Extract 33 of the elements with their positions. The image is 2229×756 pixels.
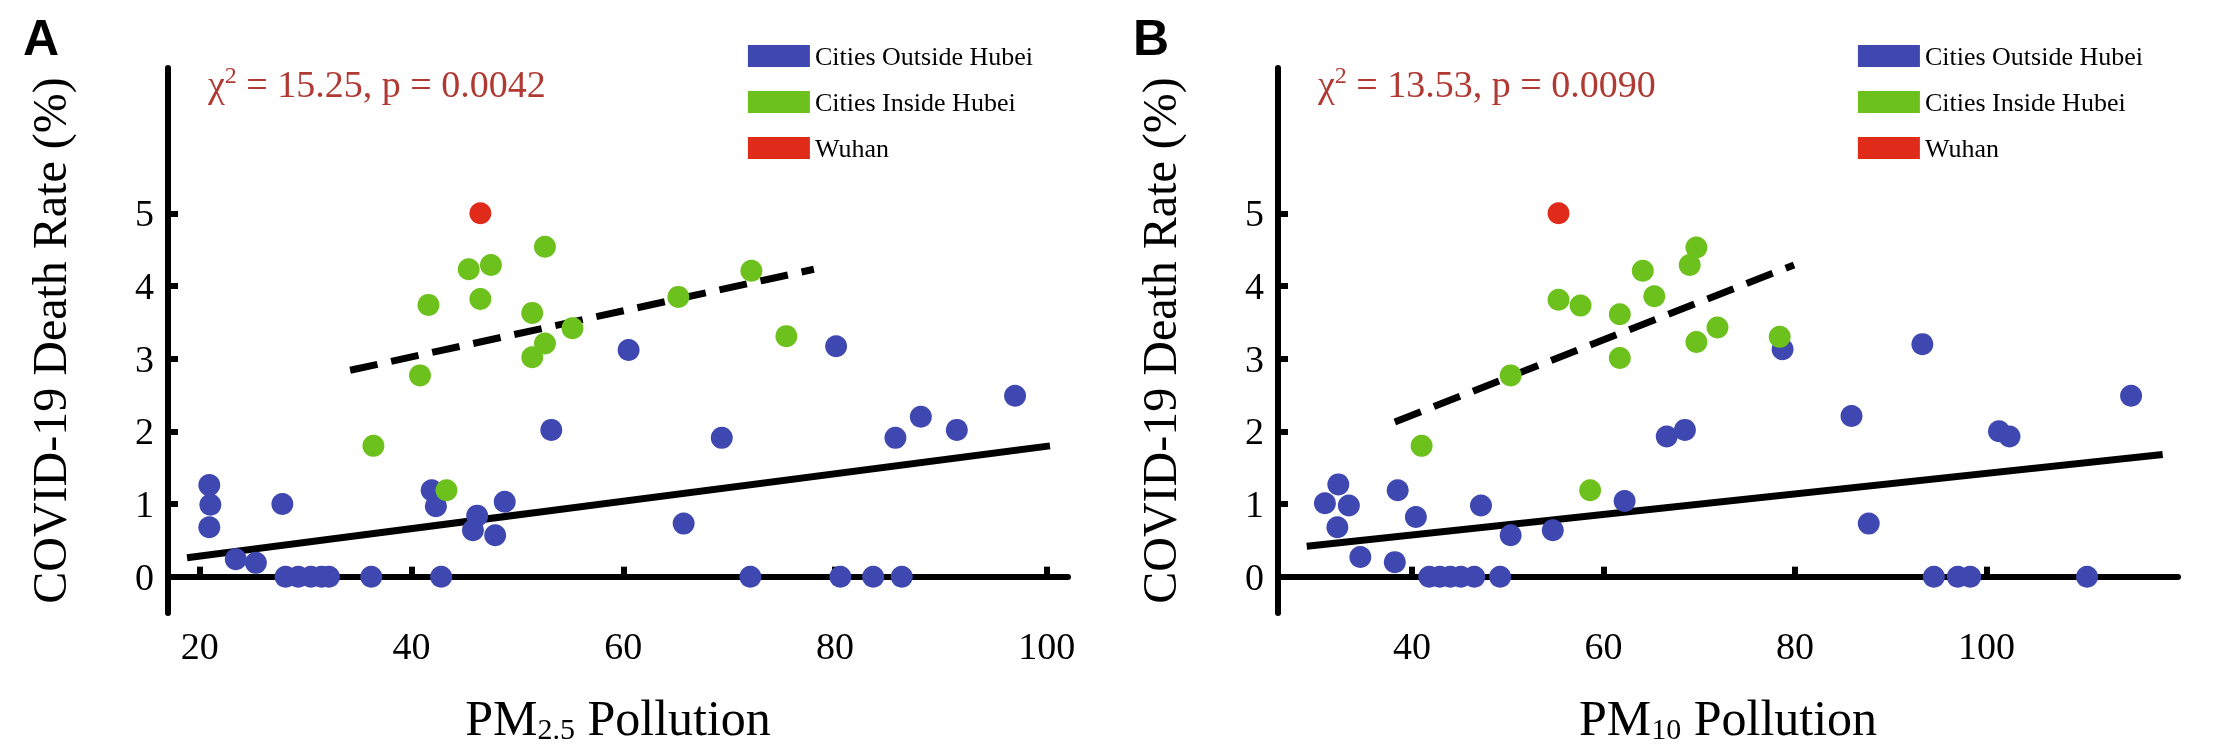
- legend-label: Cities Outside Hubei: [1924, 41, 2143, 71]
- x-axis-title: PM10 Pollution: [1578, 690, 1878, 746]
- y-tick-label: 1: [135, 483, 154, 525]
- x-tick-label: 20: [180, 625, 219, 667]
- x-tick-label: 80: [816, 625, 855, 667]
- legend-label: Wuhan: [814, 133, 889, 163]
- y-tick-label: 3: [1245, 337, 1264, 380]
- y-tick-label: 4: [1245, 265, 1264, 307]
- x-tick-label: 100: [1018, 625, 1076, 667]
- x-tick-label: 40: [392, 625, 431, 667]
- y-tick-label: 5: [1245, 192, 1264, 235]
- y-axis-title: COVID-19 Death Rate (%): [22, 77, 77, 604]
- y-axis-title: COVID-19 Death Rate (%): [1132, 77, 1187, 604]
- x-tick-label: 40: [1393, 625, 1432, 667]
- chart-title: A: [23, 10, 60, 66]
- x-tick-label: 100: [1958, 625, 2016, 667]
- legend-label: Cities Outside Hubei: [814, 41, 1033, 71]
- y-tick-label: 0: [135, 555, 154, 598]
- x-axis-title: PM2.5 Pollution: [465, 690, 771, 746]
- chart-title: B: [1133, 10, 1170, 66]
- y-tick-label: 0: [1245, 555, 1264, 598]
- y-tick-label: 2: [135, 410, 154, 453]
- y-tick-label: 2: [1245, 410, 1264, 453]
- y-tick-label: 1: [1245, 483, 1264, 525]
- legend-label: Cities Inside Hubei: [1924, 87, 2126, 117]
- x-tick-label: 80: [1776, 625, 1815, 667]
- x-tick-label: 60: [604, 625, 643, 667]
- y-tick-label: 5: [135, 192, 154, 235]
- y-tick-label: 3: [135, 337, 154, 380]
- x-tick-label: 60: [1584, 625, 1623, 667]
- y-tick-label: 4: [135, 265, 154, 307]
- legend-label: Cities Inside Hubei: [814, 87, 1016, 117]
- legend-label: Wuhan: [1924, 133, 1999, 163]
